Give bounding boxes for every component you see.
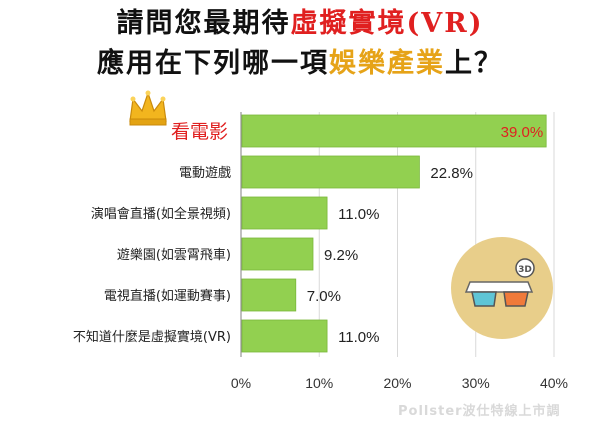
title-line-2-text: 應用在下列哪一項 [97, 48, 329, 79]
category-label: 不知道什麼是虛擬實境(VR) [73, 329, 231, 345]
x-tick-label: 30% [462, 375, 490, 391]
x-tick-label: 20% [383, 375, 411, 391]
title-highlight-entertainment: 娛樂產業 [329, 48, 445, 79]
value-label: 11.0% [338, 329, 379, 346]
category-label: 電視直播(如運動賽事) [104, 288, 231, 304]
value-label: 11.0% [338, 206, 379, 223]
x-tick-label: 0% [231, 375, 251, 391]
category-label: 電動遊戲 [179, 166, 231, 181]
bar [241, 319, 328, 353]
title-highlight-vr: 虛擬實境(VR) [290, 8, 484, 39]
category-label: 遊樂園(如雲霄飛車) [117, 247, 231, 263]
bar [241, 196, 328, 230]
bar [241, 237, 314, 271]
brand-watermark: Pollster波仕特線上市調 [398, 404, 561, 419]
value-label: 39.0% [501, 124, 544, 141]
title-line-2: 應用在下列哪一項娛樂產業上？ [0, 44, 600, 84]
crown-icon [129, 90, 167, 126]
value-label: 7.0% [307, 288, 341, 305]
value-label: 22.8% [430, 165, 473, 182]
chart-title: 請問您最期待虛擬實境(VR) 應用在下列哪一項娛樂產業上？ [0, 4, 600, 84]
labels: 0% 10% 20% 30% 40% 看電影 39.0% 電動遊戲 22.8% 演唱會直播(如全景… [73, 121, 568, 391]
title-line-1-text: 請問您最期待 [116, 8, 291, 39]
3d-glasses-icon: 3D [451, 237, 553, 339]
value-label: 9.2% [324, 247, 358, 264]
bar [241, 278, 297, 312]
svg-text:3D: 3D [518, 265, 532, 275]
bar [241, 114, 547, 148]
x-tick-label: 40% [540, 375, 568, 391]
bars [241, 114, 547, 353]
x-tick-label: 10% [305, 375, 333, 391]
category-label: 演唱會直播(如全景視頻) [91, 206, 231, 222]
bar [241, 155, 420, 189]
category-label: 看電影 [171, 121, 228, 143]
title-line-2-end: 上？ [445, 48, 503, 79]
title-line-1: 請問您最期待虛擬實境(VR) [0, 4, 600, 44]
